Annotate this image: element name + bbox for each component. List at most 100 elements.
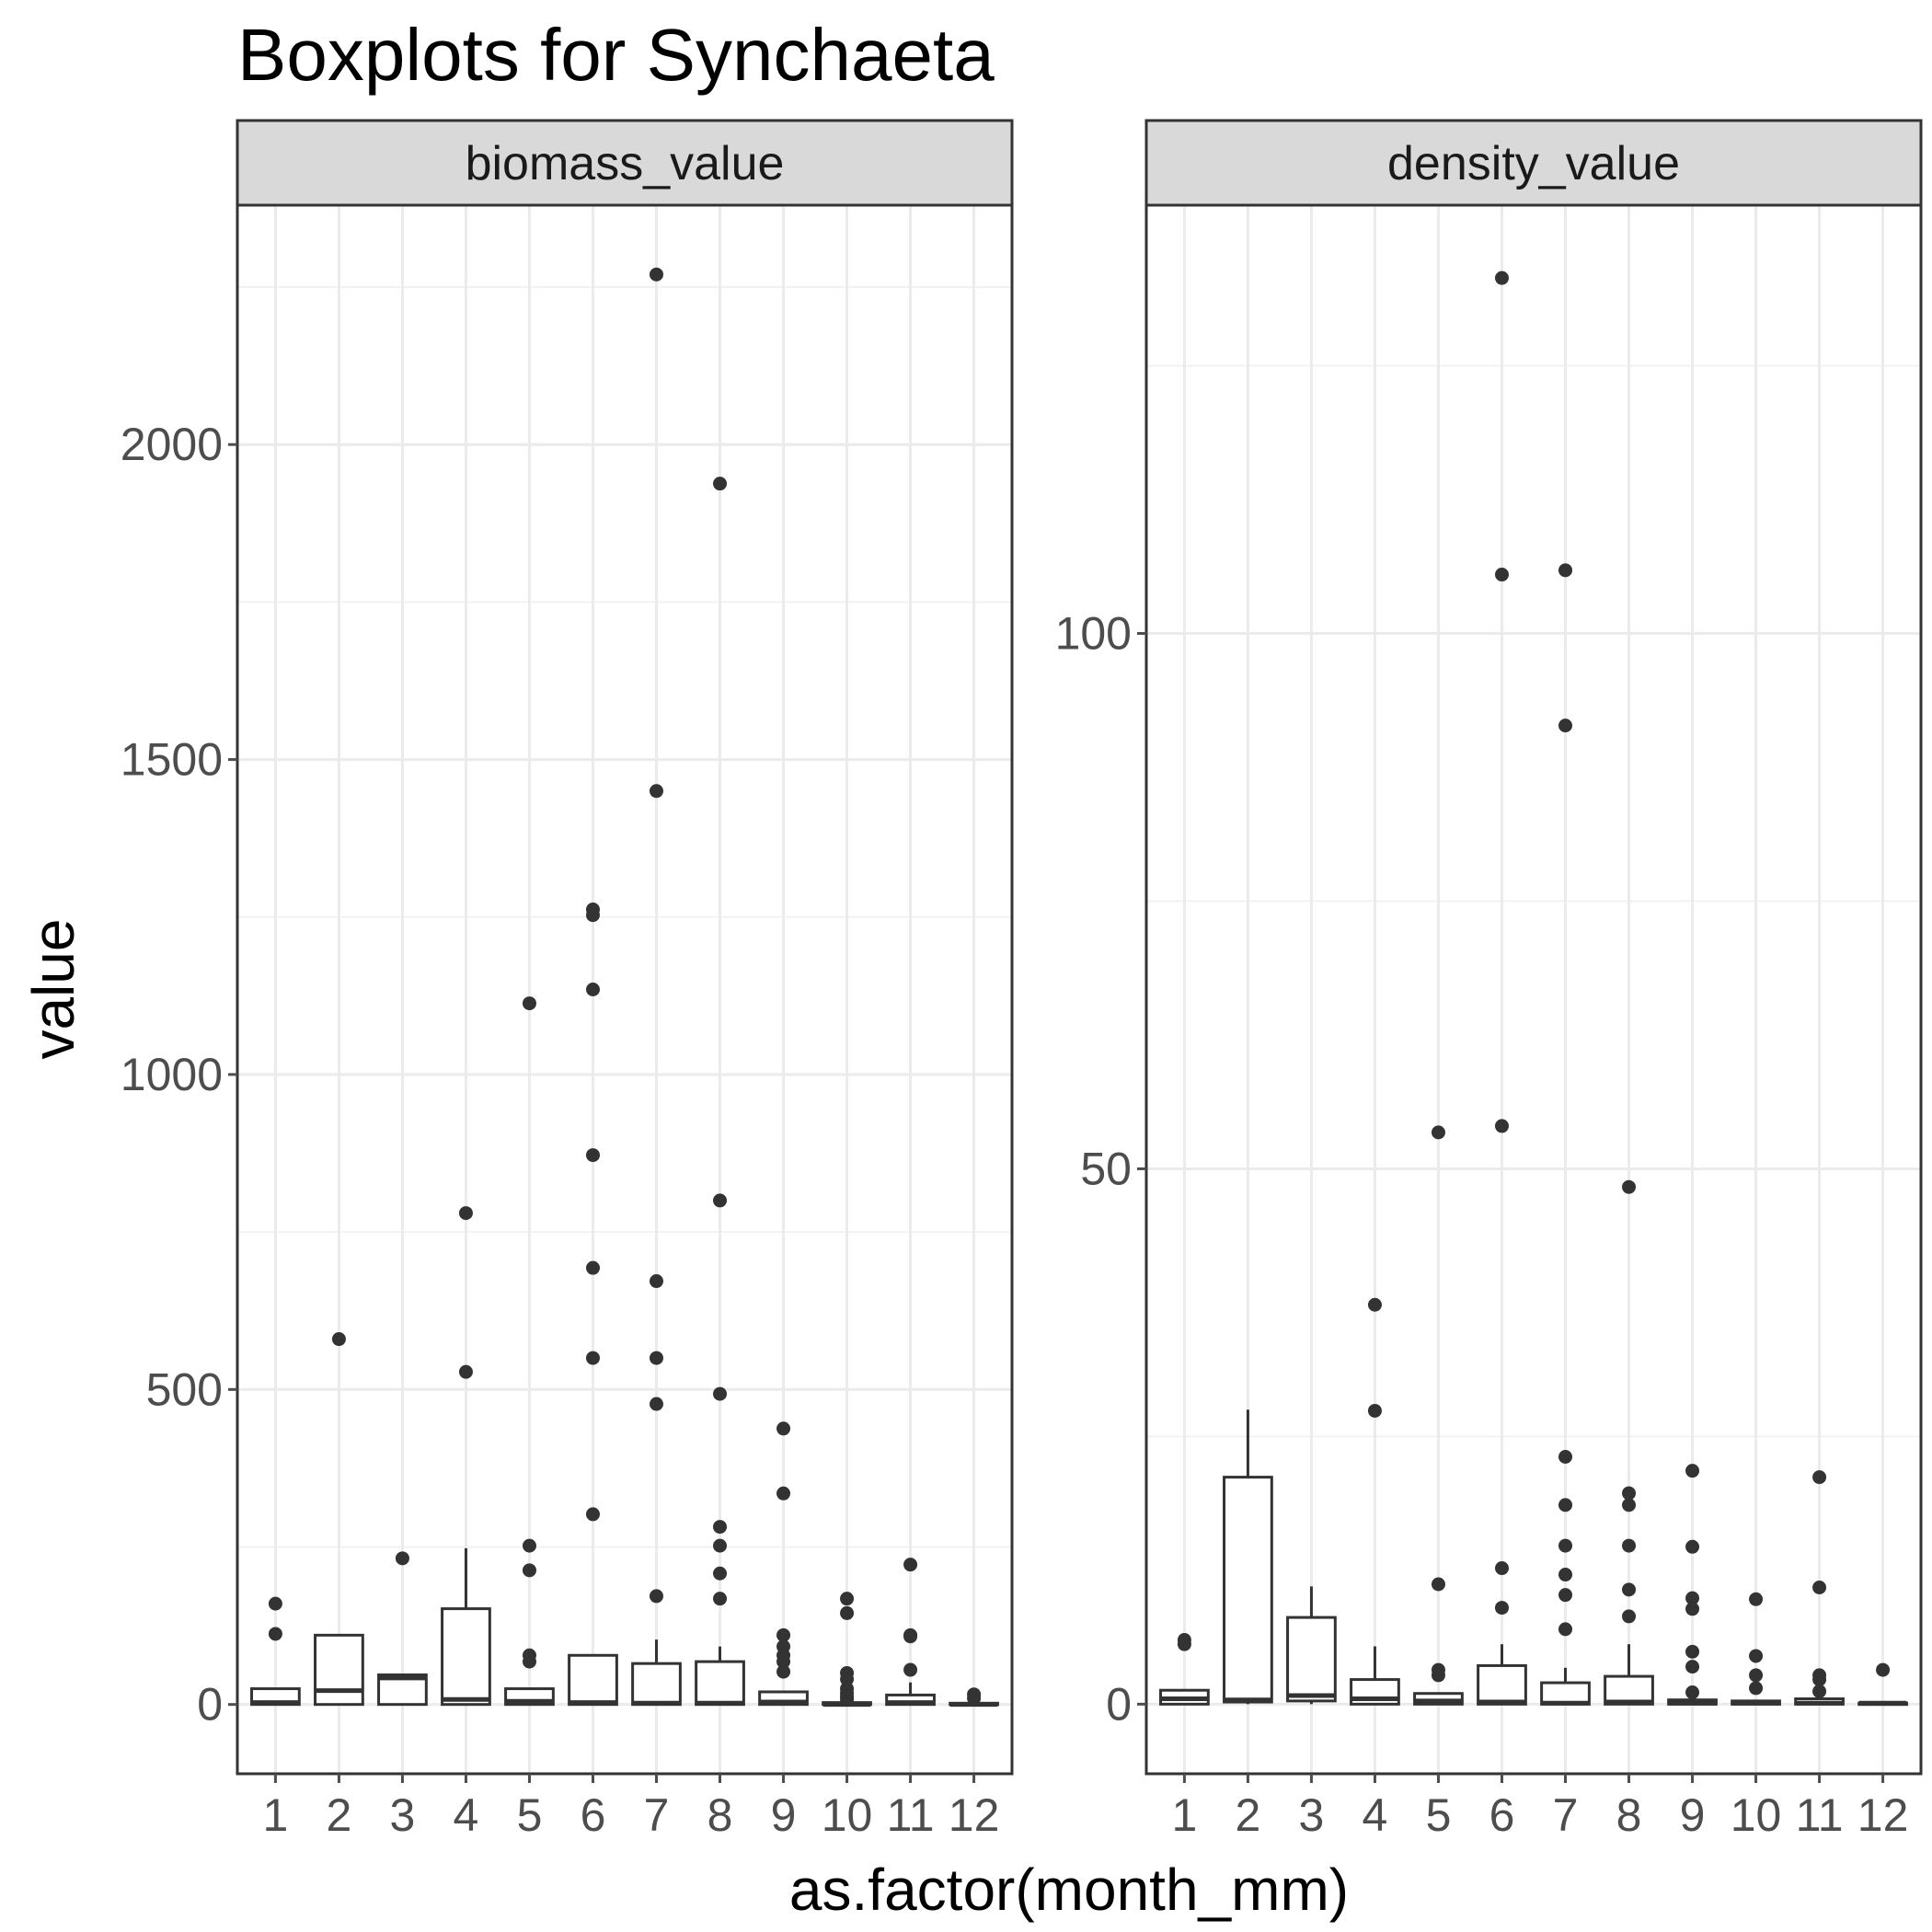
outlier-point [1622,1486,1637,1501]
facet-strip-label: density_value [1387,137,1680,190]
box-iqr [441,1607,491,1707]
box-month-1 [250,1596,301,1707]
outlier-point [1367,1403,1382,1418]
outlier-point [1558,719,1573,733]
x-tick-label: 9 [1680,1789,1706,1841]
outlier-point [713,1566,728,1581]
outlier-point [585,1351,600,1365]
x-tick-label: 5 [517,1789,543,1841]
outlier-point [1622,1609,1637,1624]
outlier-point [1749,1592,1764,1606]
outlier-point [650,1274,664,1289]
outlier-point [903,1629,918,1644]
outlier-point [1622,1179,1637,1194]
y-axis-title: value [20,919,86,1060]
outlier-point [1622,1538,1637,1553]
outlier-point [1431,1668,1445,1683]
box-month-4 [441,1206,491,1707]
outlier-point [1622,1498,1637,1512]
box-month-12 [949,1687,999,1708]
box-iqr [695,1660,745,1707]
outlier-point [776,1627,791,1642]
outlier-point [903,1662,918,1677]
x-tick-label: 8 [707,1789,733,1841]
outlier-point [331,1332,346,1347]
outlier-point [1685,1660,1700,1674]
outlier-point [840,1592,855,1606]
outlier-point [395,1551,409,1566]
outlier-point [458,1364,473,1379]
facet-strip-label: biomass_value [466,137,785,190]
y-tick-label: 500 [146,1363,223,1415]
outlier-point [1685,1591,1700,1605]
outlier-point [1494,1561,1509,1576]
outlier-point [1558,1568,1573,1582]
outlier-point [1367,1297,1382,1312]
box-month-2 [1223,1409,1273,1705]
outlier-point [1558,1622,1573,1637]
y-tick-label: 2000 [121,419,223,470]
outlier-point [713,1592,728,1606]
box-iqr [314,1633,364,1707]
outlier-point [458,1206,473,1221]
x-tick-label: 12 [1857,1789,1909,1841]
box-iqr [1477,1663,1527,1706]
x-tick-label: 1 [263,1789,289,1841]
outlier-point [585,983,600,996]
outlier-point [713,1538,728,1553]
outlier-point [713,1520,728,1535]
x-tick-label: 8 [1616,1789,1642,1841]
y-tick-label: 1500 [121,734,223,786]
outlier-point [1494,1119,1509,1133]
box-month-11 [885,1558,936,1707]
outlier-point [713,1386,728,1401]
outlier-point [903,1558,918,1572]
box-iqr [1604,1674,1654,1706]
box-month-6 [1477,270,1527,1706]
x-tick-label: 10 [822,1789,873,1841]
x-tick-label: 7 [1553,1789,1579,1841]
x-tick-label: 6 [1489,1789,1515,1841]
outlier-point [268,1596,282,1611]
outlier-point [1431,1125,1445,1140]
outlier-point [268,1627,282,1641]
box-month-5 [504,996,555,1707]
facet-strip [1144,119,1923,207]
outlier-point [522,1654,536,1669]
outlier-point [840,1692,855,1707]
y-tick-label: 50 [1080,1143,1132,1194]
x-tick-label: 2 [327,1789,352,1841]
outlier-point [1812,1470,1827,1485]
x-tick-label: 5 [1426,1789,1452,1841]
box-iqr [568,1653,618,1707]
outlier-point [585,1148,600,1163]
x-tick-label: 12 [949,1789,1000,1841]
outlier-point [1558,1588,1573,1603]
box-month-7 [631,267,682,1707]
box-month-9 [1667,1464,1718,1706]
outlier-point [1558,1538,1573,1553]
outlier-point [585,1507,600,1522]
outlier-point [1558,1498,1573,1512]
x-tick-label: 11 [1796,1789,1844,1841]
outlier-point [776,1654,791,1669]
outlier-point [1494,1601,1509,1616]
outlier-point [1177,1637,1191,1651]
outlier-point [1494,270,1509,285]
outlier-point [776,1421,791,1436]
y-tick-label: 100 [1055,608,1132,660]
outlier-point [967,1691,982,1706]
x-tick-label: 7 [644,1789,670,1841]
x-tick-label: 2 [1236,1789,1261,1841]
outlier-point [1558,563,1573,578]
box-month-10 [1731,1592,1781,1706]
box-month-10 [822,1592,872,1708]
outlier-point [1812,1673,1827,1687]
outlier-point [1685,1602,1700,1616]
x-tick-label: 1 [1172,1789,1198,1841]
outlier-point [1749,1649,1764,1663]
box-month-11 [1794,1470,1845,1706]
